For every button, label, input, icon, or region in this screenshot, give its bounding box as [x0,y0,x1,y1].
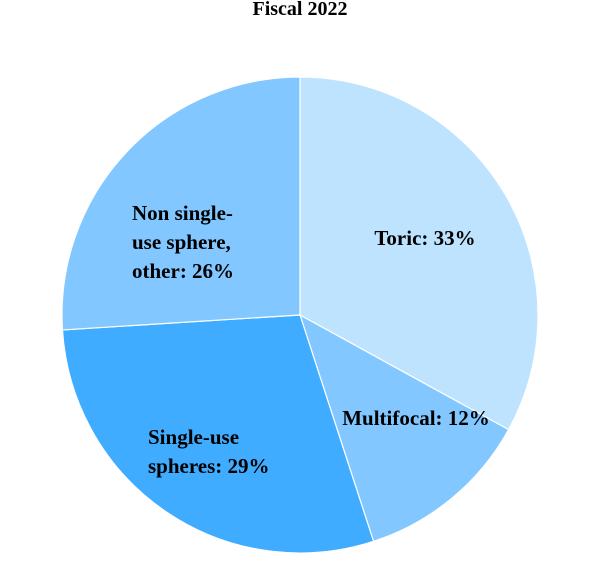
pie-slice-multifocal [298,313,510,543]
slice-label-line: other: 26% [132,259,234,283]
slice-label-non-single-use-sphere-other: Non single-use sphere, other: 26% [132,201,234,283]
pie-slice-non-single-use-sphere-other [61,76,301,331]
slice-label-single-use-spheres: Single-use spheres: 29% [148,425,270,478]
pie-slice-toric [299,76,539,431]
slice-label-toric: Toric: 33% [374,226,475,250]
pie-slices [61,76,539,554]
chart-title: Fiscal 2022 [252,0,348,20]
slice-label-line: spheres: 29% [148,454,270,478]
slice-label-line: Toric: 33% [374,226,475,250]
slice-label-line: Non single- [132,201,233,225]
slice-label-multifocal: Multifocal: 12% [342,406,490,430]
pie-slice-single-use-spheres [61,314,375,554]
slice-label-line: Single-use [148,425,239,449]
pie-labels: Toric: 33% Multifocal: 12% Single-use spher… [132,201,490,478]
slice-label-line: Multifocal: 12% [342,406,490,430]
slice-label-line: use sphere, [132,230,231,254]
